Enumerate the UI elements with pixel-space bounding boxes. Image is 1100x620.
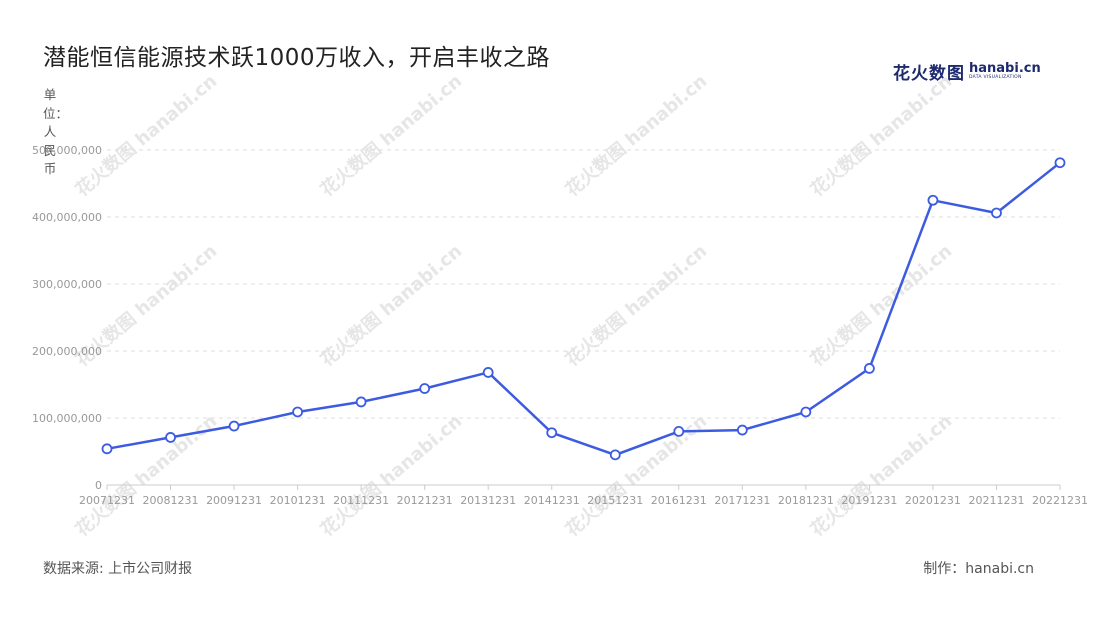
data-point	[864, 363, 875, 374]
x-tick-label: 20121231	[397, 494, 453, 507]
y-tick-label: 0	[95, 479, 102, 492]
watermark-text: 花火数图 hanabi.cn	[806, 70, 956, 201]
data-point	[419, 383, 431, 394]
data-point	[609, 449, 621, 461]
data-point	[736, 424, 748, 436]
chart-title: 潜能恒信能源技术跃1000万收入，开启丰收之路	[43, 45, 551, 71]
logo-cn-text: 花火数图	[893, 63, 965, 84]
x-tick-label: 20081231	[143, 494, 199, 507]
y-tick-label: 400,000,000	[32, 211, 102, 224]
x-tick-label: 20171231	[714, 494, 770, 507]
logo-en-subtext: DATA VISUALIZATION	[969, 74, 1022, 80]
x-tick-label: 20101231	[270, 494, 326, 507]
y-axis-ticks: 0 100,000,000 200,000,000 300,000,000 400,00…	[32, 144, 102, 492]
x-tick-label: 20071231	[79, 494, 135, 507]
series-layer	[101, 157, 1066, 461]
data-point	[165, 432, 176, 443]
x-tick-label: 20201231	[905, 494, 961, 507]
watermark-text: 花火数图 hanabi.cn	[71, 70, 221, 201]
data-point	[991, 207, 1002, 219]
y-tick-label: 200,000,000	[32, 345, 102, 358]
x-tick-label: 20221231	[1032, 494, 1088, 507]
watermark-text: 花火数图 hanabi.cn	[561, 410, 711, 541]
watermark-text: 花火数图 hanabi.cn	[316, 410, 466, 541]
data-point	[673, 425, 685, 437]
x-tick-label: 20181231	[778, 494, 834, 507]
data-point	[101, 443, 113, 455]
x-tick-label: 20191231	[841, 494, 897, 507]
watermark-text: 花火数图 hanabi.cn	[561, 70, 711, 201]
x-tick-label: 20091231	[206, 494, 262, 507]
x-tick-label: 20111231	[333, 494, 389, 507]
grid-lines	[107, 149, 1060, 419]
logo-en-text: hanabi.cn	[969, 60, 1041, 76]
x-tick-label: 20161231	[651, 494, 707, 507]
watermark-text: 花火数图 hanabi.cn	[316, 70, 466, 201]
data-point	[546, 427, 558, 439]
data-point	[355, 396, 367, 408]
x-tick-label: 20211231	[968, 494, 1024, 507]
data-point	[1054, 157, 1066, 169]
data-source-note: 数据来源: 上市公司财报	[43, 561, 193, 577]
x-tick-label: 20141231	[524, 494, 580, 507]
x-tick-label: 20151231	[587, 494, 643, 507]
data-point	[482, 367, 494, 378]
watermark-text: 花火数图 hanabi.cn	[806, 410, 956, 541]
brand-logo: 花火数图 hanabi.cn DATA VISUALIZATION	[893, 58, 1041, 84]
watermark-layer: 花火数图 hanabi.cn 花火数图 hanabi.cn 花火数图 hanabi.…	[71, 70, 956, 541]
x-axis: 20071231 20081231 20091231 20101231 20111231…	[79, 484, 1088, 507]
series-line	[105, 161, 1062, 457]
watermark-text: 花火数图 hanabi.cn	[71, 410, 221, 541]
data-point	[228, 420, 240, 432]
y-tick-label: 500,000,000	[32, 144, 102, 157]
data-point	[292, 406, 304, 418]
maker-note: 制作：hanabi.cn	[923, 561, 1034, 577]
y-tick-label: 300,000,000	[32, 278, 102, 291]
data-point	[927, 194, 939, 206]
logo-en-block: hanabi.cn DATA VISUALIZATION	[969, 62, 1041, 81]
x-tick-label: 20131231	[460, 494, 516, 507]
y-tick-label: 100,000,000	[32, 412, 102, 425]
data-point	[800, 406, 812, 418]
